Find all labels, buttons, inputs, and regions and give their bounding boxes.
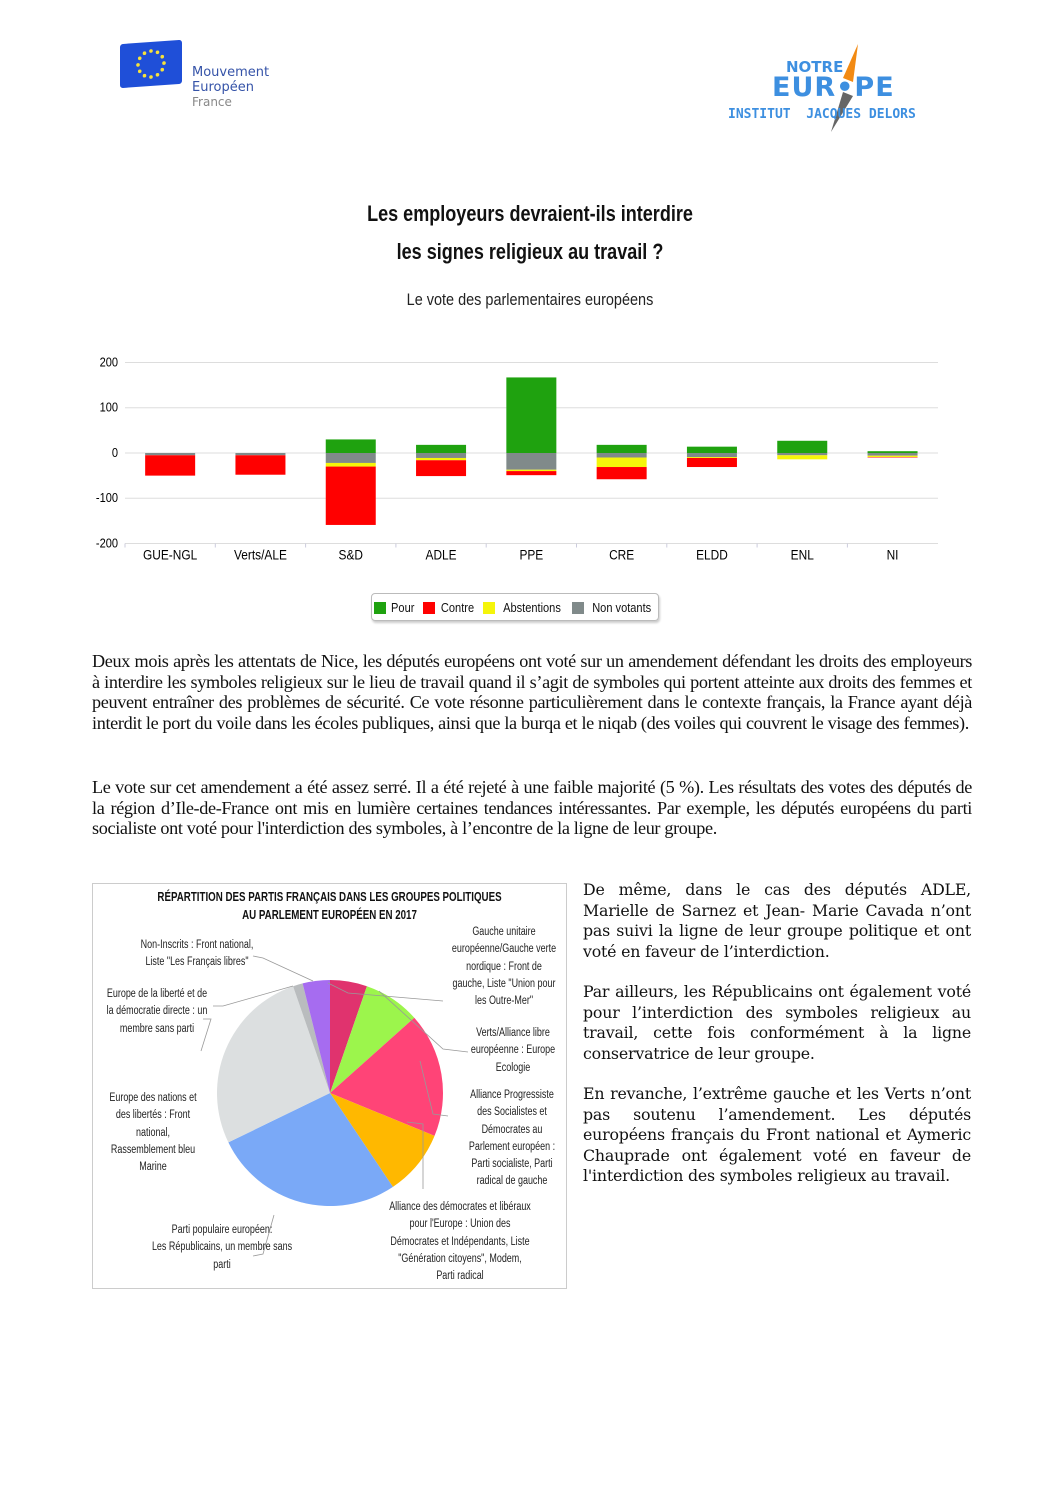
bar-pour	[325, 439, 376, 453]
pie-slice	[330, 986, 415, 1093]
page-title-line1: Les employeurs devraient-ils interdire	[367, 201, 693, 226]
notre-europe-logo: NOTRE EUR•PE INSTITUT JACQUES DELORS	[728, 40, 958, 135]
bar-contre	[686, 457, 737, 468]
bar-abstentions	[596, 457, 647, 468]
legend-swatch	[571, 601, 584, 614]
pie-chart-figure: RÉPARTITION DES PARTIS FRANÇAIS DANS LES…	[92, 883, 567, 1289]
bar-abstentions	[777, 455, 828, 460]
legend-item[interactable]: Pour	[374, 600, 416, 615]
pie-slice	[330, 980, 367, 1093]
bar-pour	[686, 446, 737, 453]
bar-pour	[506, 377, 557, 453]
bar-non-votants	[506, 453, 557, 470]
bar-pour	[416, 444, 467, 453]
y-tick-label: 200	[100, 355, 119, 370]
logo-europe: EUR•PE	[772, 72, 895, 103]
bar-contre	[506, 471, 557, 476]
chart-legend: Pour Contre Abstentions Non votants	[371, 593, 659, 621]
paragraph-4: Par ailleurs, les Républicains ont égale…	[583, 982, 971, 1063]
x-tick-label: ENL	[791, 547, 814, 563]
pie-title-line1: RÉPARTITION DES PARTIS FRANÇAIS DANS LES…	[157, 890, 502, 904]
bar-contre	[235, 455, 286, 475]
pie-slice	[293, 983, 330, 1093]
bar-contre	[596, 467, 647, 480]
eu-stars-icon	[136, 49, 166, 79]
mouvement-europeen-logo: Mouvement Européen France	[118, 39, 298, 120]
paragraph-3: De même, dans le cas des députés ADLE, M…	[583, 880, 971, 961]
leader-lines	[200, 955, 469, 1257]
bar-abstentions	[867, 455, 918, 458]
logo-line: France	[192, 95, 232, 109]
pie-label-gue: Gauche unitaire européenne/Gauche verte …	[451, 926, 557, 1008]
pie-label-adle: Alliance des démocrates et libéraux pour…	[389, 1201, 531, 1283]
bar-pour	[596, 444, 647, 453]
x-tick-label: ELDD	[696, 547, 728, 563]
legend-label: Abstentions	[502, 599, 561, 615]
y-tick-label: 0	[112, 445, 118, 460]
paragraph-1: Deux mois après les attentats de Nice, l…	[92, 651, 972, 733]
bar-pour	[777, 440, 828, 453]
y-tick-label: -200	[96, 536, 118, 551]
pie-label-ppe: Parti populaire européen: Les Républicai…	[151, 1224, 293, 1271]
pie-slice	[228, 1093, 393, 1206]
paragraph-5: En revanche, l’extrême gauche et les Ver…	[583, 1084, 971, 1185]
bar-non-votants	[235, 453, 286, 456]
bar-abstentions	[686, 457, 737, 458]
pie-label-ni: Non-Inscrits : Front national, Liste "Le…	[140, 939, 254, 969]
legend-item[interactable]: Abstentions	[482, 599, 566, 615]
bar-abstentions	[325, 462, 376, 467]
pie-label-enl: Europe des nations et des libertés : Fro…	[109, 1092, 197, 1174]
pie-label-sd: Alliance Progressiste des Socialistes et…	[468, 1089, 556, 1188]
chart-subtitle: Le vote des parlementaires européens	[406, 290, 654, 309]
pie-slice	[330, 1017, 443, 1136]
bar-non-votants	[777, 453, 828, 456]
x-tick-label: CRE	[609, 547, 634, 563]
logo-line: Européen	[192, 80, 254, 95]
bar-abstentions	[416, 457, 467, 461]
pie-title-line2: AU PARLEMENT EUROPÉEN EN 2017	[242, 908, 417, 922]
pie-slice	[302, 980, 330, 1093]
x-tick-label: PPE	[519, 547, 543, 563]
legend-item[interactable]: Contre	[422, 599, 477, 615]
x-tick-label: S&D	[339, 547, 363, 563]
legend-swatch	[374, 601, 387, 614]
y-tick-label: 100	[100, 400, 119, 415]
pie-label-eldd: Europe de la liberté et de la démocratie…	[106, 988, 208, 1035]
bar-non-votants	[686, 453, 737, 458]
y-tick-label: -100	[96, 490, 118, 505]
legend-swatch	[482, 601, 495, 614]
bar-contre	[325, 466, 376, 525]
bar-non-votants	[596, 453, 647, 458]
legend-item[interactable]: Non votants	[571, 599, 656, 615]
paragraph-2: Le vote sur cet amendement a été assez s…	[92, 777, 972, 839]
legend-label: Non votants	[591, 599, 651, 615]
page-title-line2: les signes religieux au travail ?	[396, 239, 664, 264]
x-tick-label: NI	[887, 547, 899, 563]
pie-label-verts: Verts/Alliance libre européenne : Europe…	[470, 1027, 556, 1074]
legend-label: Contre	[440, 599, 474, 615]
bar-non-votants	[145, 453, 196, 456]
bar-non-votants	[867, 453, 918, 456]
bar-contre	[416, 460, 467, 477]
pie-slice	[330, 1093, 435, 1187]
pie-chart	[200, 955, 469, 1257]
logo-institut: INSTITUT JACQUES DELORS	[728, 107, 916, 122]
x-tick-label: Verts/ALE	[234, 547, 287, 563]
bar-pour	[867, 451, 918, 453]
x-tick-label: ADLE	[426, 547, 457, 563]
bar-contre	[145, 455, 196, 476]
bar-non-votants	[416, 453, 467, 458]
bar-abstentions	[506, 469, 557, 472]
logo-notre: NOTRE	[786, 58, 844, 76]
compass-needle-icon	[831, 44, 858, 132]
eu-flag-icon	[120, 39, 182, 89]
bar-non-votants	[325, 453, 376, 463]
x-tick-label: GUE-NGL	[143, 547, 197, 563]
logo-line: Mouvement	[192, 65, 270, 80]
legend-swatch	[422, 601, 435, 614]
vote-bar-chart: 200 100 0 -100 -200 GUE-NGL Verts/ALE S&D ADLE PP…	[96, 355, 938, 563]
legend-label: Pour	[391, 599, 415, 615]
pie-slice	[217, 986, 330, 1143]
